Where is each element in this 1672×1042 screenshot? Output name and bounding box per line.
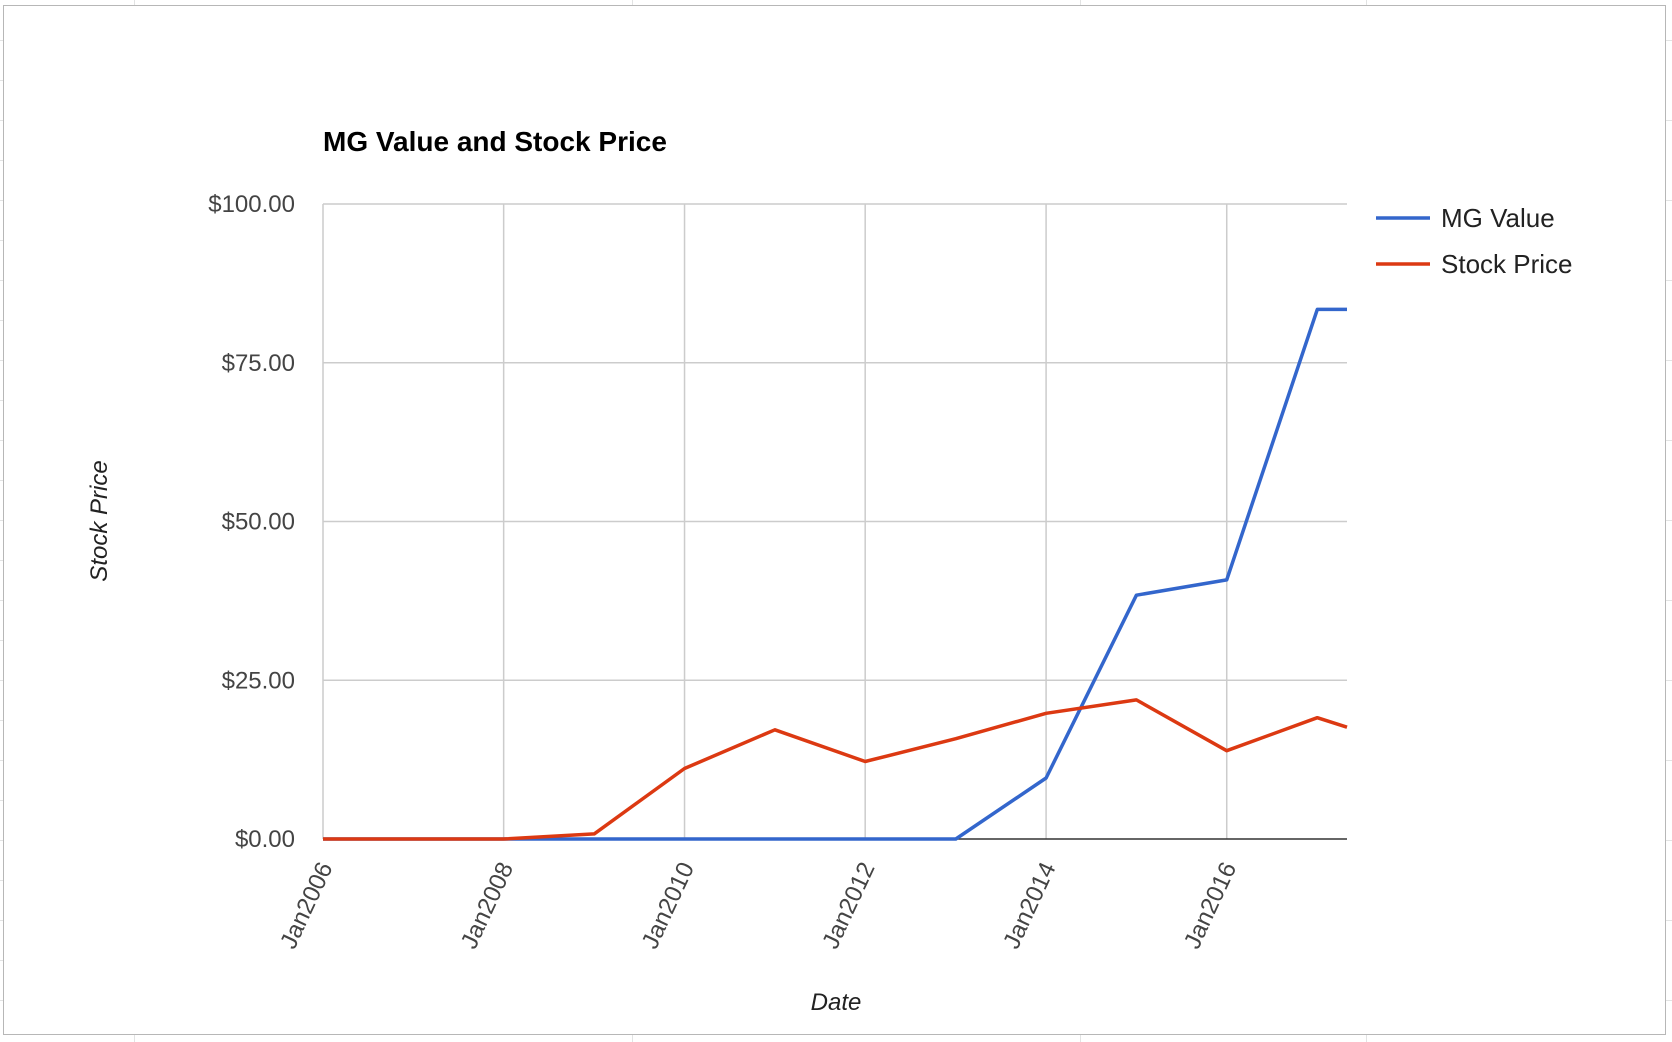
legend-label: MG Value [1441, 203, 1555, 233]
x-tick-label: Jan2012 [817, 858, 880, 953]
sheet-row-tick [1664, 760, 1672, 761]
sheet-row-tick [1664, 680, 1672, 681]
series-lines [323, 307, 1348, 841]
y-axis-label: Stock Price [86, 460, 113, 581]
sheet-row-tick [1664, 40, 1672, 41]
mg-value-line [323, 307, 1347, 841]
sheet-row-tick [1664, 1000, 1672, 1001]
x-axis-tick-labels: Jan2006 Jan2008 Jan2010 Jan2012 Jan2014 Jan20… [275, 858, 1242, 953]
y-tick-label: $50.00 [222, 509, 295, 536]
sheet-row-tick [1664, 440, 1672, 441]
sheet-row-tick [1664, 520, 1672, 521]
sheet-row-tick [1664, 840, 1672, 841]
x-tick-label: Jan2010 [637, 858, 700, 953]
sheet-row-tick [1664, 360, 1672, 361]
sheet-row-tick [1664, 200, 1672, 201]
sheet-row-tick [1664, 280, 1672, 281]
chart-legend: MG Value Stock Price [1376, 203, 1573, 279]
legend-label: Stock Price [1441, 249, 1573, 279]
sheet-row-tick [1664, 600, 1672, 601]
x-tick-label: Jan2014 [998, 858, 1061, 953]
y-axis-tick-labels: $0.00 $25.00 $50.00 $75.00 $100.00 [208, 191, 295, 853]
sheet-row-tick [1664, 920, 1672, 921]
gridlines [322, 203, 1347, 839]
x-axis-label: Date [811, 989, 862, 1016]
x-tick-label: Jan2016 [1179, 858, 1242, 953]
stock-price-line [323, 698, 1348, 841]
chart-title: MG Value and Stock Price [323, 126, 667, 157]
x-tick-label: Jan2006 [275, 858, 338, 953]
y-tick-label: $100.00 [208, 191, 295, 218]
y-tick-label: $0.00 [235, 826, 295, 853]
y-tick-label: $25.00 [222, 667, 295, 694]
x-tick-label: Jan2008 [456, 858, 519, 953]
chart-container[interactable] [3, 5, 1666, 1035]
sheet-row-tick [1664, 120, 1672, 121]
y-tick-label: $75.00 [222, 350, 295, 377]
